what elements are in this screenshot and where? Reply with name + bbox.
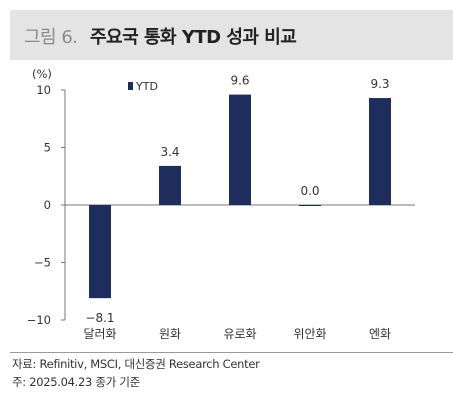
y-tick-label: −5 — [34, 256, 51, 270]
y-unit-label: (%) — [32, 67, 52, 81]
bar-chart: (%) 10 5 0 −5 −10 YTD −8.1 달러화 3.4 원화 9.6 유로화 0.0 위안화 9… — [27, 67, 415, 341]
bar — [159, 165, 181, 205]
legend-label: YTD — [135, 80, 158, 93]
category-label: 위안화 — [293, 327, 326, 341]
data-label: 9.3 — [370, 77, 389, 91]
chart-header: 그림 6. 주요국 통화 YTD 성과 비교 — [10, 10, 453, 60]
bar — [229, 94, 251, 205]
source-note: 자료: Refinitiv, MSCI, 대신증권 Research Cente… — [12, 357, 260, 371]
category-label: 달러화 — [83, 327, 116, 341]
y-tick-label: 0 — [44, 198, 51, 212]
bar — [89, 205, 111, 299]
y-tick-label: 5 — [44, 141, 51, 155]
data-label: 9.6 — [230, 74, 249, 88]
bar — [299, 205, 321, 206]
date-note: 주: 2025.04.23 종가 기준 — [12, 375, 140, 389]
y-tick-label: 10 — [36, 83, 51, 97]
chart-title: 주요국 통화 YTD 성과 비교 — [90, 27, 297, 48]
data-label: 3.4 — [160, 145, 179, 159]
legend-swatch — [128, 82, 133, 90]
category-label: 엔화 — [369, 327, 391, 341]
category-label: 원화 — [159, 327, 181, 341]
figure-label: 그림 6. — [24, 27, 78, 48]
footer-divider — [10, 352, 453, 353]
y-tick-label: −10 — [27, 313, 51, 327]
category-label: 유로화 — [223, 327, 256, 341]
data-label: 0.0 — [300, 184, 319, 198]
chart-area: (%) 10 5 0 −5 −10 YTD −8.1 달러화 3.4 원화 9.6 유로화 0.0 위안화 9… — [0, 62, 453, 352]
data-label: −8.1 — [85, 311, 114, 325]
bar — [369, 98, 391, 205]
